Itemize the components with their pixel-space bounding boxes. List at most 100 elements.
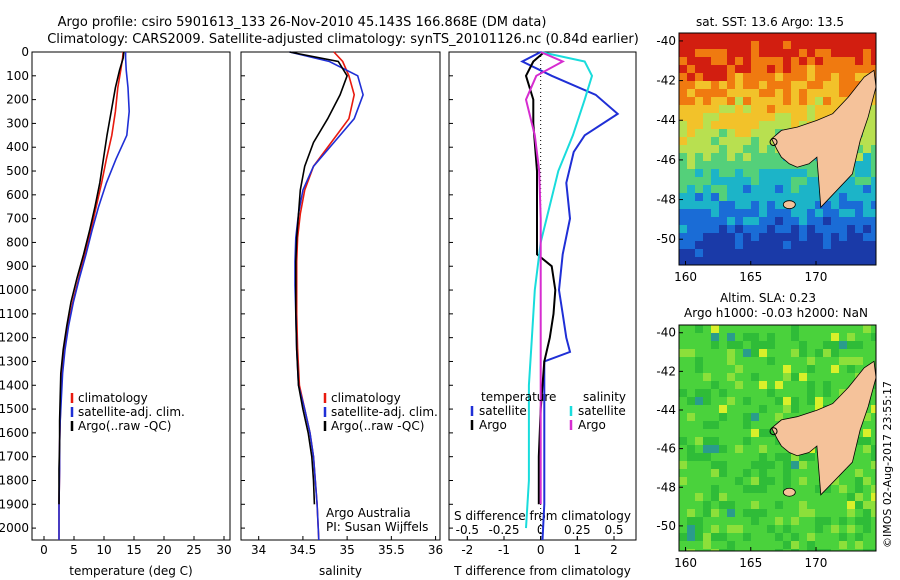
map-cell <box>807 33 815 41</box>
map-cell <box>751 105 759 113</box>
map-cell <box>791 549 799 551</box>
map-cell <box>847 485 855 493</box>
map-cell <box>791 357 799 365</box>
map-cell <box>791 477 799 485</box>
map-cell <box>719 193 727 201</box>
map-cell <box>839 509 847 517</box>
map-cell <box>679 185 687 193</box>
map-cell <box>831 381 839 389</box>
map-cell <box>703 201 711 209</box>
map-cell <box>759 249 767 257</box>
map-cell <box>799 389 807 397</box>
map-cell <box>759 81 767 89</box>
map-cell <box>703 389 711 397</box>
map-y-tick-label: -46 <box>656 442 676 456</box>
map-cell <box>687 177 695 185</box>
map-cell <box>703 169 711 177</box>
map-cell <box>871 169 876 177</box>
map-cell <box>783 113 791 121</box>
map-cell <box>871 357 876 365</box>
sla-map-title-line2: Argo h1000: -0.03 h2000: NaN <box>684 306 868 320</box>
map-cell <box>751 73 759 81</box>
y-tick-label: 800 <box>6 235 29 249</box>
map-cell <box>703 41 711 49</box>
map-cell <box>775 153 783 161</box>
map-cell <box>871 217 876 225</box>
map-cell <box>823 241 831 249</box>
map-cell <box>711 113 719 121</box>
map-cell <box>783 349 791 357</box>
map-cell <box>727 73 735 81</box>
map-cell <box>743 113 751 121</box>
map-cell <box>679 533 687 541</box>
map-cell <box>767 397 775 405</box>
map-cell <box>791 81 799 89</box>
map-cell <box>727 217 735 225</box>
map-cell <box>863 413 871 421</box>
map-cell <box>847 49 855 57</box>
y-tick-label: 1000 <box>0 283 29 297</box>
plot-frame <box>240 51 441 541</box>
map-cell <box>767 533 775 541</box>
map-cell <box>775 33 783 41</box>
map-cell <box>703 333 711 341</box>
map-cell <box>695 209 703 217</box>
map-cell <box>871 201 876 209</box>
map-cell <box>751 225 759 233</box>
map-cell <box>799 405 807 413</box>
map-cell <box>815 201 823 209</box>
map-cell <box>751 341 759 349</box>
secondary-x-tick-label: -0.25 <box>488 523 519 537</box>
map-cell <box>815 97 823 105</box>
map-cell <box>807 73 815 81</box>
map-cell <box>823 533 831 541</box>
map-cell <box>743 49 751 57</box>
map-cell <box>759 541 767 549</box>
map-cell <box>703 209 711 217</box>
map-cell <box>759 73 767 81</box>
map-cell <box>791 233 799 241</box>
map-cell <box>871 453 876 461</box>
map-cell <box>703 81 711 89</box>
map-cell <box>727 105 735 113</box>
map-cell <box>687 325 695 333</box>
map-cell <box>767 241 775 249</box>
map-cell <box>711 341 719 349</box>
map-cell <box>735 201 743 209</box>
map-cell <box>759 445 767 453</box>
map-cell <box>679 89 687 97</box>
map-cell <box>711 217 719 225</box>
map-cell <box>855 185 863 193</box>
map-cell <box>743 469 751 477</box>
map-cell <box>743 461 751 469</box>
map-cell <box>711 469 719 477</box>
map-cell <box>735 161 743 169</box>
map-cell <box>799 397 807 405</box>
map-cell <box>823 357 831 365</box>
map-cell <box>679 437 687 445</box>
map-cell <box>775 241 783 249</box>
map-cell <box>727 333 735 341</box>
map-cell <box>735 461 743 469</box>
map-cell <box>735 257 743 265</box>
map-cell <box>783 81 791 89</box>
map-cell <box>751 477 759 485</box>
map-cell <box>719 209 727 217</box>
map-cell <box>871 145 876 153</box>
map-cell <box>759 549 767 551</box>
map-cell <box>711 525 719 533</box>
map-cell <box>799 341 807 349</box>
map-cell <box>751 129 759 137</box>
map-cell <box>743 341 751 349</box>
map-cell <box>679 389 687 397</box>
map-cell <box>799 541 807 549</box>
map-cell <box>687 453 695 461</box>
map-cell <box>863 225 871 233</box>
map-cell <box>847 89 855 97</box>
map-cell <box>679 397 687 405</box>
map-cell <box>743 389 751 397</box>
map-cell <box>831 389 839 397</box>
map-cell <box>799 461 807 469</box>
map-cell <box>831 105 839 113</box>
map-cell <box>711 541 719 549</box>
